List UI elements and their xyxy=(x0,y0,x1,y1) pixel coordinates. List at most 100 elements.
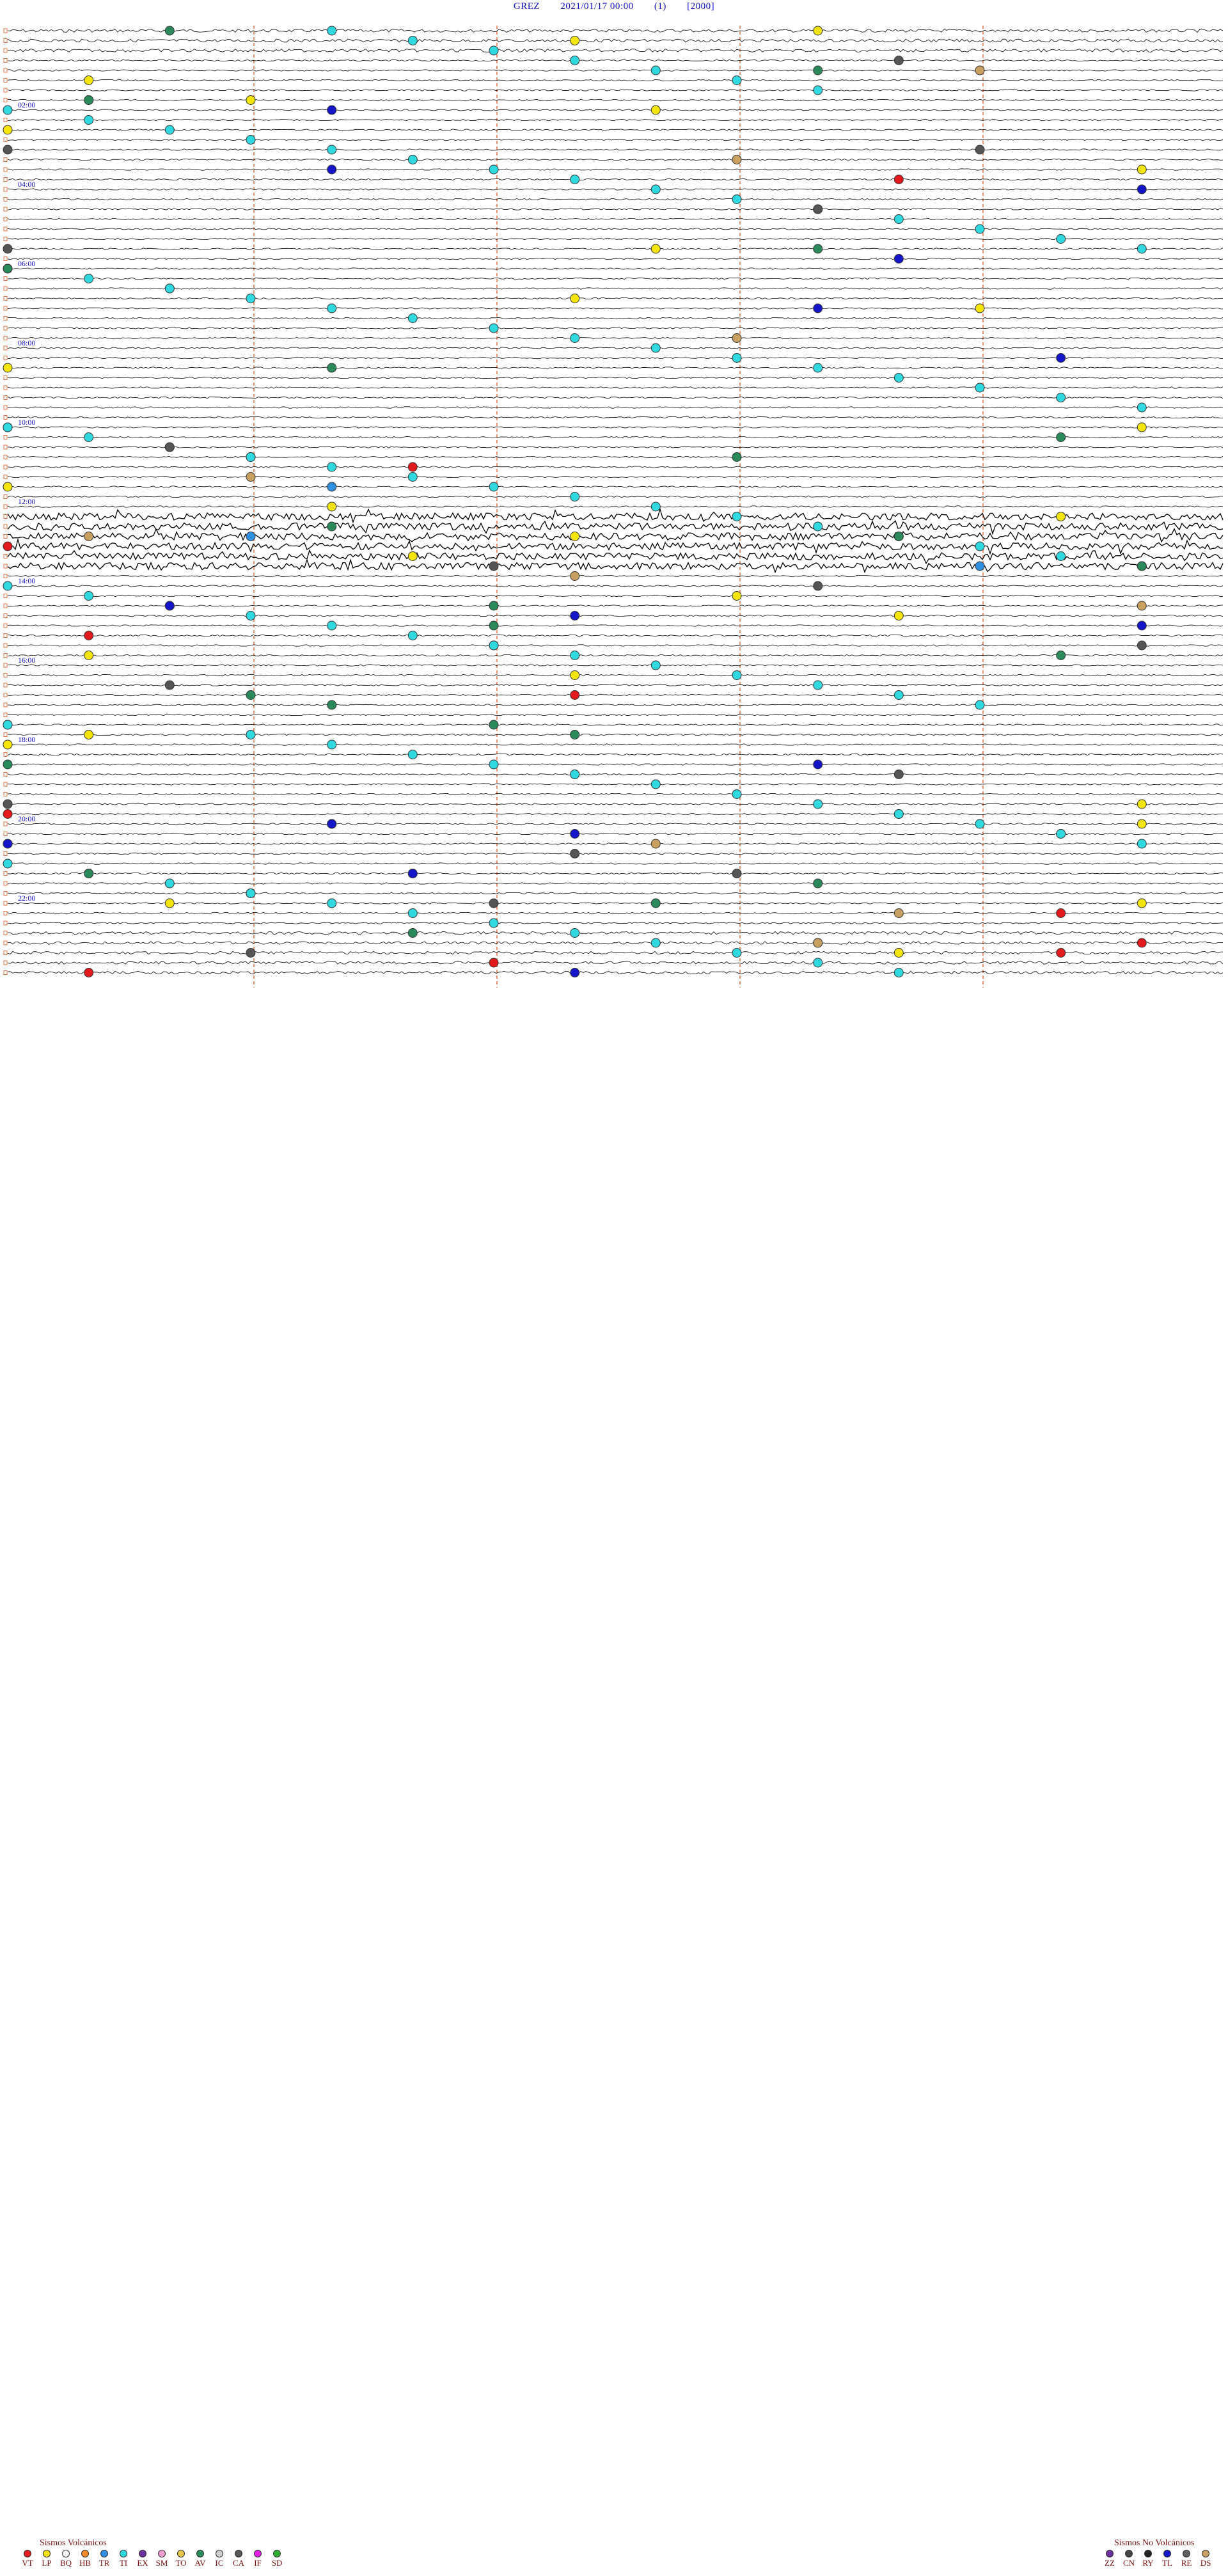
event-marker-ti xyxy=(3,858,13,869)
event-marker-ti xyxy=(407,36,418,45)
event-marker-ca xyxy=(164,680,175,690)
legend-volcanic: VT LP BQ HB TR TI EX SM TO AV IC CA IF SD xyxy=(19,2550,285,2568)
hour-label: 08:00 xyxy=(18,338,35,347)
amplitude-scale: [2000] xyxy=(687,1,715,12)
trace-row xyxy=(7,941,1224,945)
event-marker-lp xyxy=(3,363,13,373)
event-marker-ca xyxy=(893,770,904,779)
event-marker-av xyxy=(164,26,175,36)
event-marker-lp xyxy=(1056,512,1066,521)
event-marker-lp xyxy=(570,670,580,680)
event-marker-ti xyxy=(813,680,823,690)
legend-label: EX xyxy=(137,2558,148,2568)
row-marker xyxy=(3,663,8,668)
trace-row xyxy=(7,267,1224,270)
row-marker xyxy=(3,98,8,102)
trace-row xyxy=(7,475,1224,478)
event-marker-lp xyxy=(1137,898,1147,908)
legend-item-tl: TL xyxy=(1159,2550,1176,2568)
event-marker-vt xyxy=(407,462,418,472)
trace-row xyxy=(7,862,1224,865)
legend-label: SD xyxy=(271,2558,283,2568)
row-marker xyxy=(3,345,8,351)
event-marker-lp xyxy=(732,591,742,601)
event-marker-ti xyxy=(246,730,256,739)
event-marker-ti xyxy=(489,759,499,770)
row-marker xyxy=(3,494,8,499)
event-marker-av xyxy=(327,700,337,710)
event-marker-ti xyxy=(650,779,661,789)
legend-dot xyxy=(1125,2550,1133,2557)
event-marker-ti xyxy=(893,809,904,819)
row-marker xyxy=(3,623,8,628)
event-marker-av xyxy=(1137,561,1147,571)
event-marker-tl xyxy=(327,819,337,829)
event-marker-av xyxy=(1056,651,1066,660)
legend-item-if: IF xyxy=(249,2550,266,2568)
event-marker-vt xyxy=(3,809,13,819)
event-marker-tl xyxy=(327,105,337,115)
hour-label: 18:00 xyxy=(18,735,35,744)
trace-row xyxy=(7,558,1224,574)
legend-item-ic: IC xyxy=(211,2550,228,2568)
legend-label: TI xyxy=(119,2558,128,2568)
trace-row xyxy=(7,872,1224,875)
event-marker-ti xyxy=(732,194,742,204)
legend-dot xyxy=(254,2550,262,2557)
trace-row xyxy=(7,148,1224,151)
trace-row xyxy=(7,951,1223,955)
trace-row xyxy=(7,49,1224,53)
trace-row xyxy=(7,644,1224,647)
event-marker-ti xyxy=(975,700,985,710)
legend-item-cn: CN xyxy=(1121,2550,1137,2568)
event-marker-av xyxy=(3,264,13,274)
event-marker-ti xyxy=(327,898,337,908)
row-marker xyxy=(3,911,8,915)
hour-label: 14:00 xyxy=(18,576,35,585)
event-marker-ti xyxy=(407,750,418,759)
legend-label: TO xyxy=(175,2558,187,2568)
legend-item-vt: VT xyxy=(19,2550,36,2568)
legend-label: IC xyxy=(215,2558,224,2568)
event-marker-ti xyxy=(813,521,823,532)
event-marker-lp xyxy=(407,551,418,561)
event-marker-ca xyxy=(3,244,13,254)
legend-item-ca: CA xyxy=(230,2550,247,2568)
row-marker xyxy=(3,336,8,340)
event-marker-av xyxy=(407,928,418,938)
legend-dot xyxy=(216,2550,223,2557)
row-marker xyxy=(3,752,8,757)
trace-row xyxy=(7,922,1224,924)
legend-dot xyxy=(1106,2550,1114,2557)
row-marker xyxy=(3,138,8,142)
row-marker xyxy=(3,375,8,380)
event-marker-ti xyxy=(84,274,94,283)
event-marker-lp xyxy=(570,36,580,45)
row-marker xyxy=(3,395,8,400)
trace-row xyxy=(7,704,1224,706)
trace-row xyxy=(7,228,1224,230)
trace-row xyxy=(7,297,1224,300)
event-marker-av xyxy=(3,759,13,770)
event-marker-lp xyxy=(84,730,94,739)
event-marker-ti xyxy=(3,105,13,115)
event-marker-ti xyxy=(327,462,337,472)
event-marker-tl xyxy=(1137,184,1147,194)
trace-row xyxy=(7,614,1224,617)
trace-row xyxy=(7,594,1224,597)
trace-row xyxy=(8,69,1224,72)
trace-row xyxy=(7,198,1224,201)
trace-row xyxy=(7,486,1224,488)
legend-dot xyxy=(273,2550,281,2557)
trace-row xyxy=(7,882,1224,885)
event-marker-ti xyxy=(650,502,661,512)
trace-row xyxy=(7,823,1224,825)
row-marker xyxy=(3,356,8,360)
event-marker-ti xyxy=(1056,393,1066,402)
row-marker xyxy=(3,78,8,83)
event-marker-ti xyxy=(975,224,985,234)
event-marker-av xyxy=(813,878,823,889)
trace-row xyxy=(7,138,1224,141)
trace-row xyxy=(7,287,1224,290)
trace-row xyxy=(7,317,1224,320)
